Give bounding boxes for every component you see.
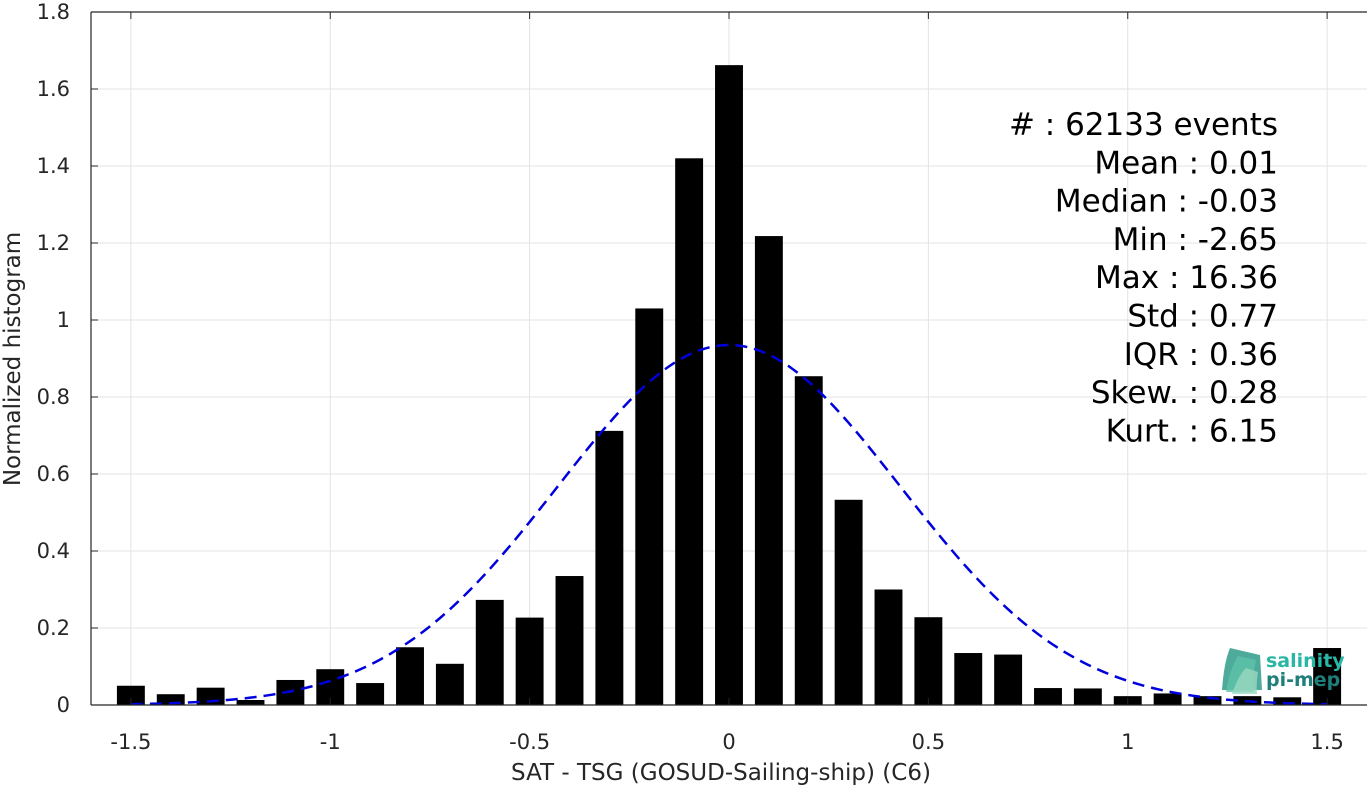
histogram-bar bbox=[954, 653, 983, 705]
y-tick-label: 0.2 bbox=[37, 616, 70, 640]
histogram-bar bbox=[874, 589, 903, 705]
stat-line: Std : 0.77 bbox=[1127, 299, 1278, 335]
stat-line: Max : 16.36 bbox=[1095, 260, 1278, 296]
histogram-bar bbox=[1034, 688, 1062, 705]
logo-text-bottom: pi-mep bbox=[1266, 669, 1340, 691]
stat-line: Min : -2.65 bbox=[1113, 222, 1278, 258]
histogram-bar bbox=[356, 683, 385, 705]
x-tick-labels: -1.5 -1 -0.5 0 0.5 1 1.5 bbox=[110, 730, 1343, 754]
y-tick-label: 1.8 bbox=[37, 0, 70, 24]
histogram-bar bbox=[635, 308, 664, 705]
y-tick-label: 1.4 bbox=[37, 154, 70, 178]
stat-line: Kurt. : 6.15 bbox=[1106, 413, 1278, 449]
y-axis-label: Normalized histogram bbox=[0, 232, 26, 486]
y-tick-label: 1.6 bbox=[37, 77, 70, 101]
normal-fit-curve bbox=[130, 343, 1328, 706]
histogram-bar bbox=[794, 376, 823, 705]
histogram-bars bbox=[116, 65, 1342, 706]
x-tick-label: 0.5 bbox=[912, 730, 945, 754]
histogram-bar bbox=[1273, 697, 1302, 705]
histogram-bar bbox=[715, 65, 743, 705]
x-axis-label: SAT - TSG (GOSUD-Sailing-ship) (C6) bbox=[511, 760, 931, 786]
histogram-bar bbox=[1313, 648, 1342, 705]
stat-line: Median : -0.03 bbox=[1055, 184, 1278, 220]
x-tick-label: 1 bbox=[1121, 730, 1134, 754]
histogram-bar bbox=[1193, 696, 1222, 705]
histogram-bar bbox=[754, 236, 783, 705]
stat-line: Mean : 0.01 bbox=[1094, 145, 1278, 181]
histogram-bar bbox=[1153, 693, 1182, 705]
y-tick-labels: 0 0.2 0.4 0.6 0.8 1 1.2 1.4 1.6 1.8 bbox=[37, 0, 70, 717]
x-tick-label: -0.5 bbox=[509, 730, 550, 754]
histogram-bar bbox=[116, 685, 145, 705]
x-tick-label: -1 bbox=[320, 730, 341, 754]
x-tick-label: -1.5 bbox=[110, 730, 151, 754]
y-tick-label: 1 bbox=[57, 308, 70, 332]
histogram-bar bbox=[675, 158, 704, 706]
stat-line: Skew. : 0.28 bbox=[1091, 375, 1278, 411]
x-tick-label: 0 bbox=[722, 730, 735, 754]
histogram-bar bbox=[396, 647, 424, 705]
histogram-bar bbox=[555, 576, 584, 705]
histogram-bar bbox=[435, 663, 464, 705]
histogram-bar bbox=[236, 699, 265, 705]
histogram-bar bbox=[515, 617, 544, 705]
y-tick-label: 0.6 bbox=[37, 462, 70, 486]
y-tick-label: 0.8 bbox=[37, 385, 70, 409]
histogram-bar bbox=[1073, 688, 1102, 705]
histogram-bar bbox=[914, 617, 943, 705]
logo-text-top: salinity bbox=[1266, 650, 1345, 672]
histogram-bar bbox=[595, 430, 624, 705]
plot-axes bbox=[90, 11, 1367, 706]
stat-line: IQR : 0.36 bbox=[1124, 337, 1278, 373]
histogram-bar bbox=[834, 499, 863, 705]
histogram-bar bbox=[994, 654, 1023, 705]
y-tick-label: 0.4 bbox=[37, 539, 70, 563]
y-tick-label: 0 bbox=[57, 693, 70, 717]
salinity-pimep-logo: salinity pi-mep bbox=[1222, 648, 1345, 694]
histogram-bar bbox=[475, 599, 504, 705]
stat-line: # : 62133 events bbox=[1009, 107, 1278, 143]
histogram-bar bbox=[156, 694, 185, 705]
logo-mark-icon bbox=[1222, 648, 1262, 694]
y-tick-label: 1.2 bbox=[37, 231, 70, 255]
x-tick-label: 1.5 bbox=[1310, 730, 1343, 754]
